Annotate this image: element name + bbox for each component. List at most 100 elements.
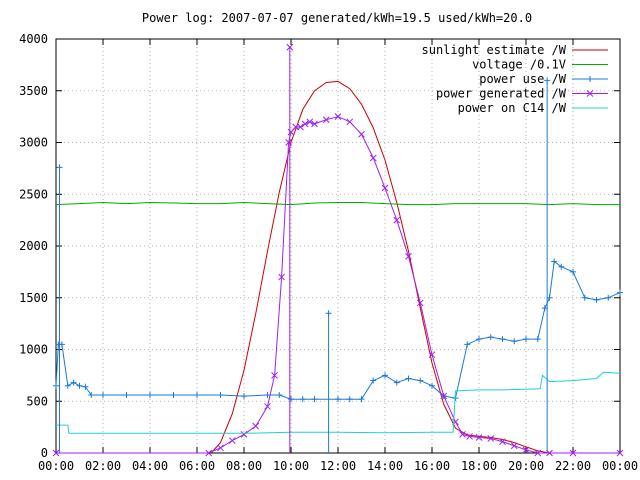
data-point [534, 449, 542, 457]
spike-point [544, 77, 551, 84]
data-point [459, 431, 466, 438]
data-point [499, 438, 506, 445]
x-tick-label: 00:00 [602, 459, 638, 473]
data-point [466, 433, 473, 440]
data-point [70, 379, 77, 386]
y-tick-label: 1000 [19, 343, 48, 357]
data-point [299, 396, 306, 403]
x-tick-label: 16:00 [414, 459, 450, 473]
data-point [464, 341, 471, 348]
data-point [334, 113, 342, 120]
spike-point [325, 310, 332, 317]
y-tick-label: 500 [26, 394, 48, 408]
data-point [358, 396, 365, 403]
data-point [311, 120, 318, 128]
data-point [306, 118, 314, 126]
legend-label: power use /W [479, 72, 566, 86]
data-point [487, 435, 495, 442]
data-point [335, 396, 341, 403]
data-point [511, 338, 518, 345]
legend-marker [587, 76, 593, 82]
spike-point [56, 164, 63, 171]
series-line [56, 371, 621, 434]
series-line [55, 260, 621, 400]
series-lines [52, 43, 624, 457]
y-tick-label: 3000 [19, 136, 48, 150]
series-voltage-0-1v [55, 201, 620, 206]
data-point [510, 442, 518, 450]
data-point [88, 392, 95, 399]
data-point [616, 449, 624, 457]
data-point [311, 396, 318, 403]
y-tick-label: 3500 [19, 84, 48, 98]
data-point [288, 396, 294, 403]
data-point [123, 392, 130, 399]
data-point [523, 336, 529, 343]
data-point [428, 351, 436, 359]
x-tick-label: 02:00 [85, 459, 121, 473]
data-point [64, 382, 71, 389]
data-point [593, 296, 600, 303]
data-point [617, 289, 623, 296]
data-point [440, 392, 448, 400]
data-point [487, 334, 494, 341]
data-point [522, 446, 530, 454]
data-point [534, 336, 541, 343]
data-point [285, 139, 293, 146]
x-tick-label: 10:00 [273, 459, 309, 473]
data-point [322, 116, 330, 124]
x-tick-label: 08:00 [226, 459, 262, 473]
legend-label: sunlight estimate /W [422, 43, 567, 57]
data-point [475, 434, 483, 441]
data-point [217, 444, 224, 452]
data-point [569, 449, 577, 457]
data-point [382, 372, 388, 379]
data-point [393, 379, 400, 386]
data-point [393, 216, 401, 224]
data-point [581, 294, 588, 301]
x-tick-label: 12:00 [320, 459, 356, 473]
data-point [297, 123, 304, 131]
data-point [278, 273, 285, 281]
data-point [241, 393, 247, 400]
data-point [476, 336, 482, 343]
x-tick-label: 18:00 [461, 459, 497, 473]
series-sunlight-estimate-w [210, 80, 550, 454]
data-point [416, 299, 424, 307]
series-line [210, 80, 550, 454]
data-point [170, 392, 177, 399]
data-point [271, 372, 278, 379]
data-point [346, 118, 354, 126]
data-point [264, 392, 271, 399]
data-point [551, 258, 558, 265]
x-tick-label: 00:00 [38, 459, 74, 473]
y-tick-label: 0 [41, 446, 48, 460]
x-tick-label: 22:00 [555, 459, 591, 473]
legend-label: power generated /W [436, 87, 567, 101]
data-point [370, 377, 377, 384]
data-point [147, 392, 153, 399]
data-point [605, 294, 612, 301]
axes: 00:00 02:00 04:00 06:00 08:00 10:00 12:00 14:00… [19, 32, 638, 473]
data-point [417, 377, 424, 384]
data-point [240, 431, 248, 438]
data-point [358, 130, 365, 138]
x-tick-label: 06:00 [179, 459, 215, 473]
data-point [369, 154, 377, 162]
data-point [52, 449, 60, 457]
data-point [53, 382, 59, 389]
series-power-on-c14-w [56, 371, 621, 434]
series-power-generated-w [52, 113, 624, 457]
y-tick-label: 1500 [19, 291, 48, 305]
data-point [217, 392, 224, 399]
legend-label: voltage /0.1V [472, 58, 566, 72]
legend-label: power on C14 /W [458, 101, 567, 115]
data-point [264, 403, 271, 410]
y-tick-label: 4000 [19, 32, 48, 46]
chart-title: Power log: 2007-07-07 generated/kWh=19.5… [142, 11, 532, 25]
data-point [76, 382, 83, 389]
data-point [194, 392, 200, 399]
legend-marker [586, 90, 594, 97]
data-point [205, 449, 213, 457]
